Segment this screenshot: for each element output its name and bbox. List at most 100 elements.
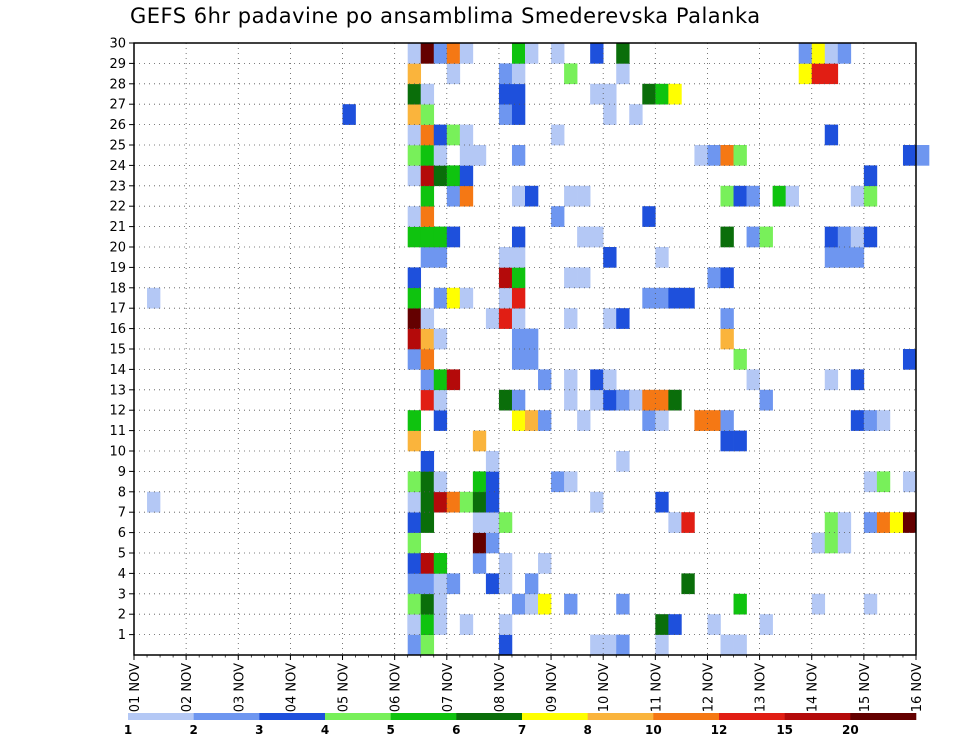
heatmap-cell [590, 634, 604, 656]
heatmap-cell [850, 185, 865, 207]
y-tick-label: 28 [109, 77, 126, 92]
heatmap-cell [420, 124, 435, 146]
x-tick-label: 09 NOV [545, 663, 560, 712]
heatmap-cell [824, 512, 839, 533]
heatmap-cell [511, 267, 526, 289]
heatmap-cell [407, 328, 422, 350]
heatmap-cell [876, 471, 891, 493]
heatmap-cell [720, 185, 734, 207]
y-tick-label: 1 [118, 628, 126, 643]
heatmap-cell [642, 83, 656, 105]
heatmap-cell [459, 124, 474, 146]
heatmap-cell [811, 63, 826, 85]
heatmap-cell [616, 389, 630, 411]
heatmap-cell [655, 389, 669, 411]
x-axis: 01 NOV 02 NOV 03 NOV 04 NOV 05 NOV 06 NOV 07 N… [128, 655, 925, 712]
chart-title: GEFS 6hr padavine po ansamblima Smederev… [130, 4, 761, 28]
heatmap-cell [850, 369, 865, 391]
heatmap-cell [876, 410, 891, 431]
heatmap-cell [433, 491, 448, 513]
heatmap-cell [603, 369, 617, 391]
heatmap-cell [824, 43, 839, 64]
heatmap-cell [720, 145, 734, 166]
y-tick-label: 14 [109, 363, 126, 378]
heatmap-cell [420, 491, 435, 513]
color-legend: 1 2 3 4 5 6 7 8 10 12 15 20 [124, 713, 917, 737]
heatmap-cell [446, 369, 461, 391]
heatmap-cell [733, 349, 747, 370]
heatmap-cell [446, 165, 461, 187]
heatmap-cell [485, 451, 500, 472]
heatmap-cell [459, 165, 474, 187]
heatmap-cell [720, 328, 734, 350]
heatmap-cell [733, 185, 747, 207]
heatmap-cell [603, 104, 617, 125]
legend-swatch [850, 713, 917, 720]
heatmap-cell [407, 63, 422, 85]
heatmap-cell [485, 532, 500, 554]
heatmap-cell [824, 63, 839, 85]
heatmap-cell [603, 389, 617, 411]
heatmap-cell [459, 491, 474, 513]
heatmap-cell [407, 614, 422, 635]
heatmap-cell [147, 491, 161, 513]
heatmap-cell [616, 634, 630, 656]
heatmap-cell [538, 593, 552, 615]
legend-label: 12 [711, 723, 728, 737]
y-tick-label: 10 [109, 445, 126, 460]
y-axis: 1234567891011121314151617181920212223242… [109, 37, 134, 643]
heatmap-cell [902, 145, 917, 166]
heatmap-cell [420, 634, 435, 656]
heatmap-cell [525, 349, 539, 370]
heatmap-cell [472, 471, 487, 493]
heatmap-cell [616, 43, 630, 64]
y-tick-label: 4 [118, 567, 126, 582]
heatmap-cell [590, 369, 604, 391]
heatmap-cell [668, 389, 682, 411]
heatmap-cell [603, 308, 617, 329]
heatmap-cell [433, 226, 448, 248]
heatmap-cell [498, 267, 513, 289]
legend-label: 1 [124, 723, 132, 737]
heatmap-cell [433, 573, 448, 595]
x-tick-label: 14 NOV [806, 663, 821, 712]
heatmap-cell [824, 124, 839, 146]
heatmap-cell [655, 287, 669, 309]
heatmap-cell [342, 104, 356, 125]
x-tick-label: 04 NOV [284, 663, 299, 712]
y-tick-label: 25 [109, 139, 126, 154]
heatmap-cell [863, 512, 878, 533]
x-tick-label: 15 NOV [858, 663, 873, 712]
heatmap-cell [511, 328, 526, 350]
heatmap-cell [407, 349, 422, 370]
heatmap-cell [720, 308, 734, 329]
heatmap-cell [472, 430, 487, 452]
heatmap-cell [564, 593, 578, 615]
heatmap-cell [511, 389, 526, 411]
heatmap-cell [511, 308, 526, 329]
heatmap-cell [551, 471, 565, 493]
legend-label: 15 [776, 723, 793, 737]
heatmap-cell [629, 104, 643, 125]
heatmap-cell [733, 634, 747, 656]
heatmap-cell [564, 369, 578, 391]
heatmap-cell [850, 226, 865, 248]
heatmap-cell [551, 124, 565, 146]
heatmap-cell [420, 165, 435, 187]
heatmap-cell [707, 410, 721, 431]
heatmap-cell [876, 512, 891, 533]
legend-label: 4 [321, 723, 329, 737]
legend-swatch [325, 713, 391, 720]
heatmap-cell [655, 614, 669, 635]
heatmap-cell [655, 491, 669, 513]
heatmap-cell [811, 532, 826, 554]
heatmap-cell [407, 43, 422, 64]
heatmap-cell [511, 185, 526, 207]
heatmap-cell [420, 206, 435, 227]
heatmap-cell [485, 308, 500, 329]
heatmap-cell [433, 389, 448, 411]
heatmap-cell [616, 593, 630, 615]
y-tick-label: 11 [109, 424, 126, 439]
heatmap-cell [525, 328, 539, 350]
heatmap-cell [837, 247, 852, 268]
